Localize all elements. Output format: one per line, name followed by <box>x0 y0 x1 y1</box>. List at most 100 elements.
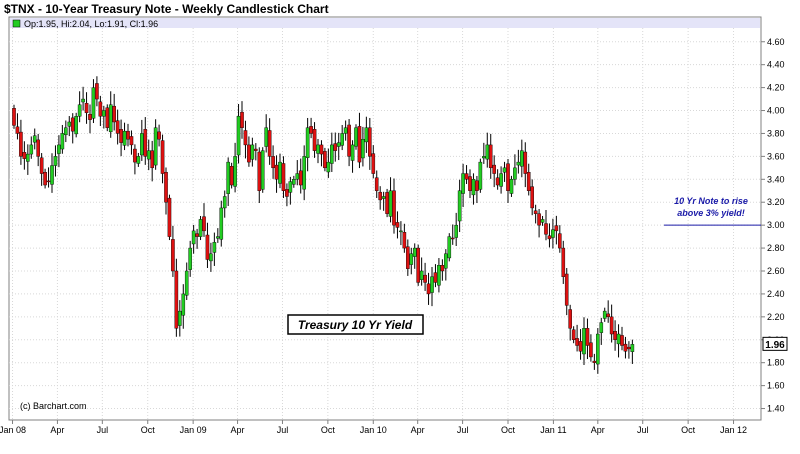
y-tick-label: 4.60 <box>767 37 785 47</box>
x-tick-label: Apr <box>591 425 605 435</box>
x-tick-label: Jul <box>637 425 649 435</box>
candle-body <box>243 130 248 146</box>
annotation-line-2: above 3% yield! <box>677 208 745 218</box>
candle-body <box>350 144 355 161</box>
candle-body <box>540 219 545 223</box>
candle-body <box>564 273 569 306</box>
candle-body <box>399 230 403 233</box>
candle-body <box>171 239 175 272</box>
candle-body <box>630 344 635 352</box>
y-tick-label: 1.60 <box>767 381 785 391</box>
candle-body <box>385 192 389 214</box>
candle-body <box>115 120 120 134</box>
candle-body <box>202 216 206 232</box>
candle-body <box>547 235 552 240</box>
candle-body <box>468 176 472 191</box>
candle-body <box>333 143 338 151</box>
candle-body <box>330 144 334 164</box>
candle-body <box>95 83 99 100</box>
candle-body <box>457 190 462 222</box>
x-tick-label: Jan 12 <box>720 425 747 435</box>
candle-body <box>285 189 289 197</box>
candle-body <box>554 225 559 232</box>
candle-body <box>188 247 192 270</box>
y-tick-label: 4.20 <box>767 83 785 93</box>
candle-body <box>368 127 372 157</box>
candle-body <box>340 133 344 146</box>
candle-body <box>395 222 400 228</box>
candle-body <box>271 156 275 169</box>
candle-body <box>288 181 293 193</box>
candle-body <box>222 196 227 209</box>
candle-body <box>295 173 300 180</box>
y-tick-label: 1.80 <box>767 358 785 368</box>
y-tick-label: 4.40 <box>767 60 785 70</box>
x-tick-label: Jan 10 <box>360 425 387 435</box>
candle-body <box>616 333 621 345</box>
candle-body <box>257 151 262 191</box>
candle-body <box>312 129 317 151</box>
candles <box>12 76 635 374</box>
candle-body <box>343 127 348 134</box>
candle-body <box>274 164 279 180</box>
candle-body <box>582 328 586 355</box>
candle-body <box>492 164 496 174</box>
annotation-line-1: 10 Yr Note to rise <box>674 196 748 206</box>
candle-body <box>509 179 514 194</box>
candle-body <box>374 177 379 191</box>
candle-body <box>506 163 510 191</box>
candle-body <box>475 180 479 191</box>
candle-body <box>423 274 427 283</box>
last-value-text: 1.96 <box>765 340 785 351</box>
candle-body <box>354 127 358 147</box>
candle-body <box>323 151 327 169</box>
candle-body <box>478 161 483 190</box>
candle-body <box>102 110 106 117</box>
candle-body <box>523 151 528 174</box>
candle-body <box>191 230 196 245</box>
x-tick-label: Oct <box>141 425 156 435</box>
candle-body <box>316 144 320 154</box>
candle-body <box>609 316 614 335</box>
x-tick-label: Apr <box>50 425 64 435</box>
candle-body <box>46 180 51 183</box>
candle-body <box>39 157 44 174</box>
candle-body <box>236 116 241 156</box>
x-tick-label: Oct <box>321 425 336 435</box>
candle-body <box>419 270 424 280</box>
candle-body <box>281 163 286 191</box>
credit-text: (c) Barchart.com <box>20 401 87 411</box>
x-tick-label: Oct <box>501 425 516 435</box>
candle-body <box>596 333 600 365</box>
candle-body <box>568 309 572 329</box>
candle-body <box>146 150 151 160</box>
y-tick-label: 3.60 <box>767 151 785 161</box>
candle-body <box>157 131 161 140</box>
candle-body <box>298 170 303 186</box>
candle-body <box>533 210 538 214</box>
candle-body <box>437 265 441 286</box>
x-tick-label: Jan 09 <box>180 425 207 435</box>
candle-body <box>140 133 144 156</box>
candle-body <box>91 87 96 119</box>
candle-body <box>136 156 141 164</box>
candle-body <box>264 127 268 147</box>
candle-body <box>326 161 331 173</box>
candle-body <box>167 197 172 237</box>
candle-body <box>575 338 579 346</box>
x-tick-label: Jul <box>277 425 289 435</box>
candle-body <box>388 190 393 217</box>
chart-title: $TNX - 10-Year Treasury Note - Weekly Ca… <box>4 2 329 16</box>
candle-body <box>558 233 562 249</box>
y-tick-label: 1.40 <box>767 404 785 414</box>
candle-body <box>260 150 265 190</box>
candle-body <box>84 102 89 114</box>
candle-body <box>378 191 382 201</box>
candle-body <box>233 156 237 187</box>
candle-body <box>620 335 624 346</box>
candle-body <box>571 329 576 340</box>
candle-body <box>164 171 168 203</box>
candle-body <box>499 173 503 187</box>
candle-body <box>88 113 92 120</box>
